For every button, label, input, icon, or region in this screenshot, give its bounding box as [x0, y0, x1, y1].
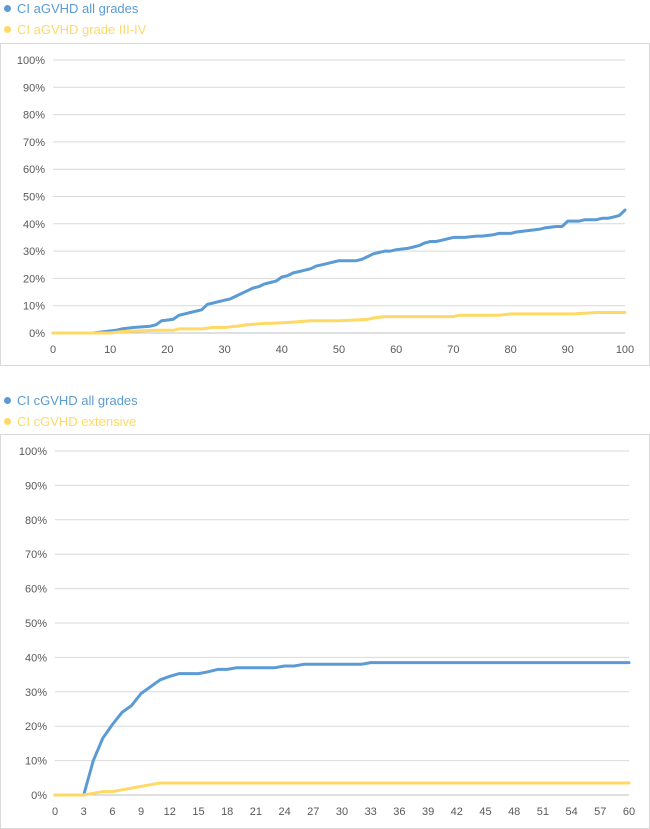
y-tick-label: 60% — [25, 584, 47, 596]
legend-label: CI aGVHD grade III-IV — [17, 22, 147, 37]
y-tick-label: 100% — [19, 446, 47, 458]
y-tick-label: 30% — [23, 246, 45, 258]
y-tick-label: 20% — [23, 273, 45, 285]
series-line-2 — [53, 781, 631, 797]
x-tick-label: 90 — [562, 344, 574, 356]
x-tick-label: 30 — [218, 344, 230, 356]
x-tick-label: 48 — [508, 806, 520, 818]
y-tick-label: 0% — [29, 328, 45, 340]
series-line-1 — [51, 208, 627, 335]
x-tick-label: 3 — [81, 806, 87, 818]
series-line-2 — [51, 311, 627, 335]
y-tick-label: 90% — [23, 82, 45, 94]
x-tick-label: 36 — [393, 806, 405, 818]
x-tick-label: 42 — [451, 806, 463, 818]
x-tick-label: 21 — [250, 806, 262, 818]
x-tick-label: 100 — [616, 344, 634, 356]
legend-item: CI aGVHD all grades — [4, 0, 146, 19]
x-tick-label: 80 — [504, 344, 516, 356]
y-tick-label: 30% — [25, 687, 47, 699]
y-tick-label: 50% — [23, 192, 45, 204]
y-tick-label: 20% — [25, 721, 47, 733]
legend-item: CI aGVHD grade III-IV — [4, 19, 146, 40]
y-tick-label: 50% — [25, 618, 47, 630]
x-tick-label: 15 — [192, 806, 204, 818]
y-tick-label: 40% — [23, 219, 45, 231]
x-tick-label: 60 — [390, 344, 402, 356]
legend-item: CI cGVHD extensive — [4, 411, 138, 432]
x-tick-label: 27 — [307, 806, 319, 818]
y-tick-label: 100% — [17, 55, 45, 67]
x-tick-label: 10 — [104, 344, 116, 356]
x-tick-label: 24 — [278, 806, 290, 818]
x-tick-label: 39 — [422, 806, 434, 818]
legend-item: CI cGVHD all grades — [4, 390, 138, 411]
y-tick-label: 90% — [25, 480, 47, 492]
chart-1-legend: CI aGVHD all grades CI aGVHD grade III-I… — [4, 0, 146, 40]
x-tick-label: 18 — [221, 806, 233, 818]
y-tick-label: 0% — [31, 790, 47, 802]
y-tick-label: 40% — [25, 652, 47, 664]
x-tick-label: 12 — [164, 806, 176, 818]
x-tick-label: 54 — [565, 806, 577, 818]
x-tick-label: 30 — [336, 806, 348, 818]
y-tick-label: 80% — [23, 110, 45, 122]
legend-marker-icon — [4, 397, 11, 404]
chart-2-legend: CI cGVHD all grades CI cGVHD extensive — [4, 390, 138, 432]
x-tick-label: 70 — [447, 344, 459, 356]
legend-label: CI cGVHD all grades — [17, 393, 138, 408]
x-tick-label: 60 — [623, 806, 635, 818]
x-tick-label: 33 — [365, 806, 377, 818]
x-tick-label: 0 — [50, 344, 56, 356]
x-tick-label: 6 — [109, 806, 115, 818]
x-tick-label: 51 — [537, 806, 549, 818]
legend-marker-icon — [4, 418, 11, 425]
series-line-1 — [53, 661, 631, 797]
legend-marker-icon — [4, 26, 11, 33]
x-tick-label: 20 — [161, 344, 173, 356]
legend-label: CI aGVHD all grades — [17, 1, 139, 16]
y-tick-label: 60% — [23, 164, 45, 176]
x-tick-label: 50 — [333, 344, 345, 356]
x-tick-label: 9 — [138, 806, 144, 818]
y-tick-label: 80% — [25, 515, 47, 527]
x-tick-label: 57 — [594, 806, 606, 818]
y-tick-label: 70% — [25, 549, 47, 561]
y-tick-label: 10% — [25, 756, 47, 768]
x-tick-label: 45 — [479, 806, 491, 818]
legend-marker-icon — [4, 5, 11, 12]
y-tick-label: 10% — [23, 301, 45, 313]
y-tick-label: 70% — [23, 137, 45, 149]
x-tick-label: 0 — [52, 806, 58, 818]
x-tick-label: 40 — [276, 344, 288, 356]
legend-label: CI cGVHD extensive — [17, 414, 137, 429]
